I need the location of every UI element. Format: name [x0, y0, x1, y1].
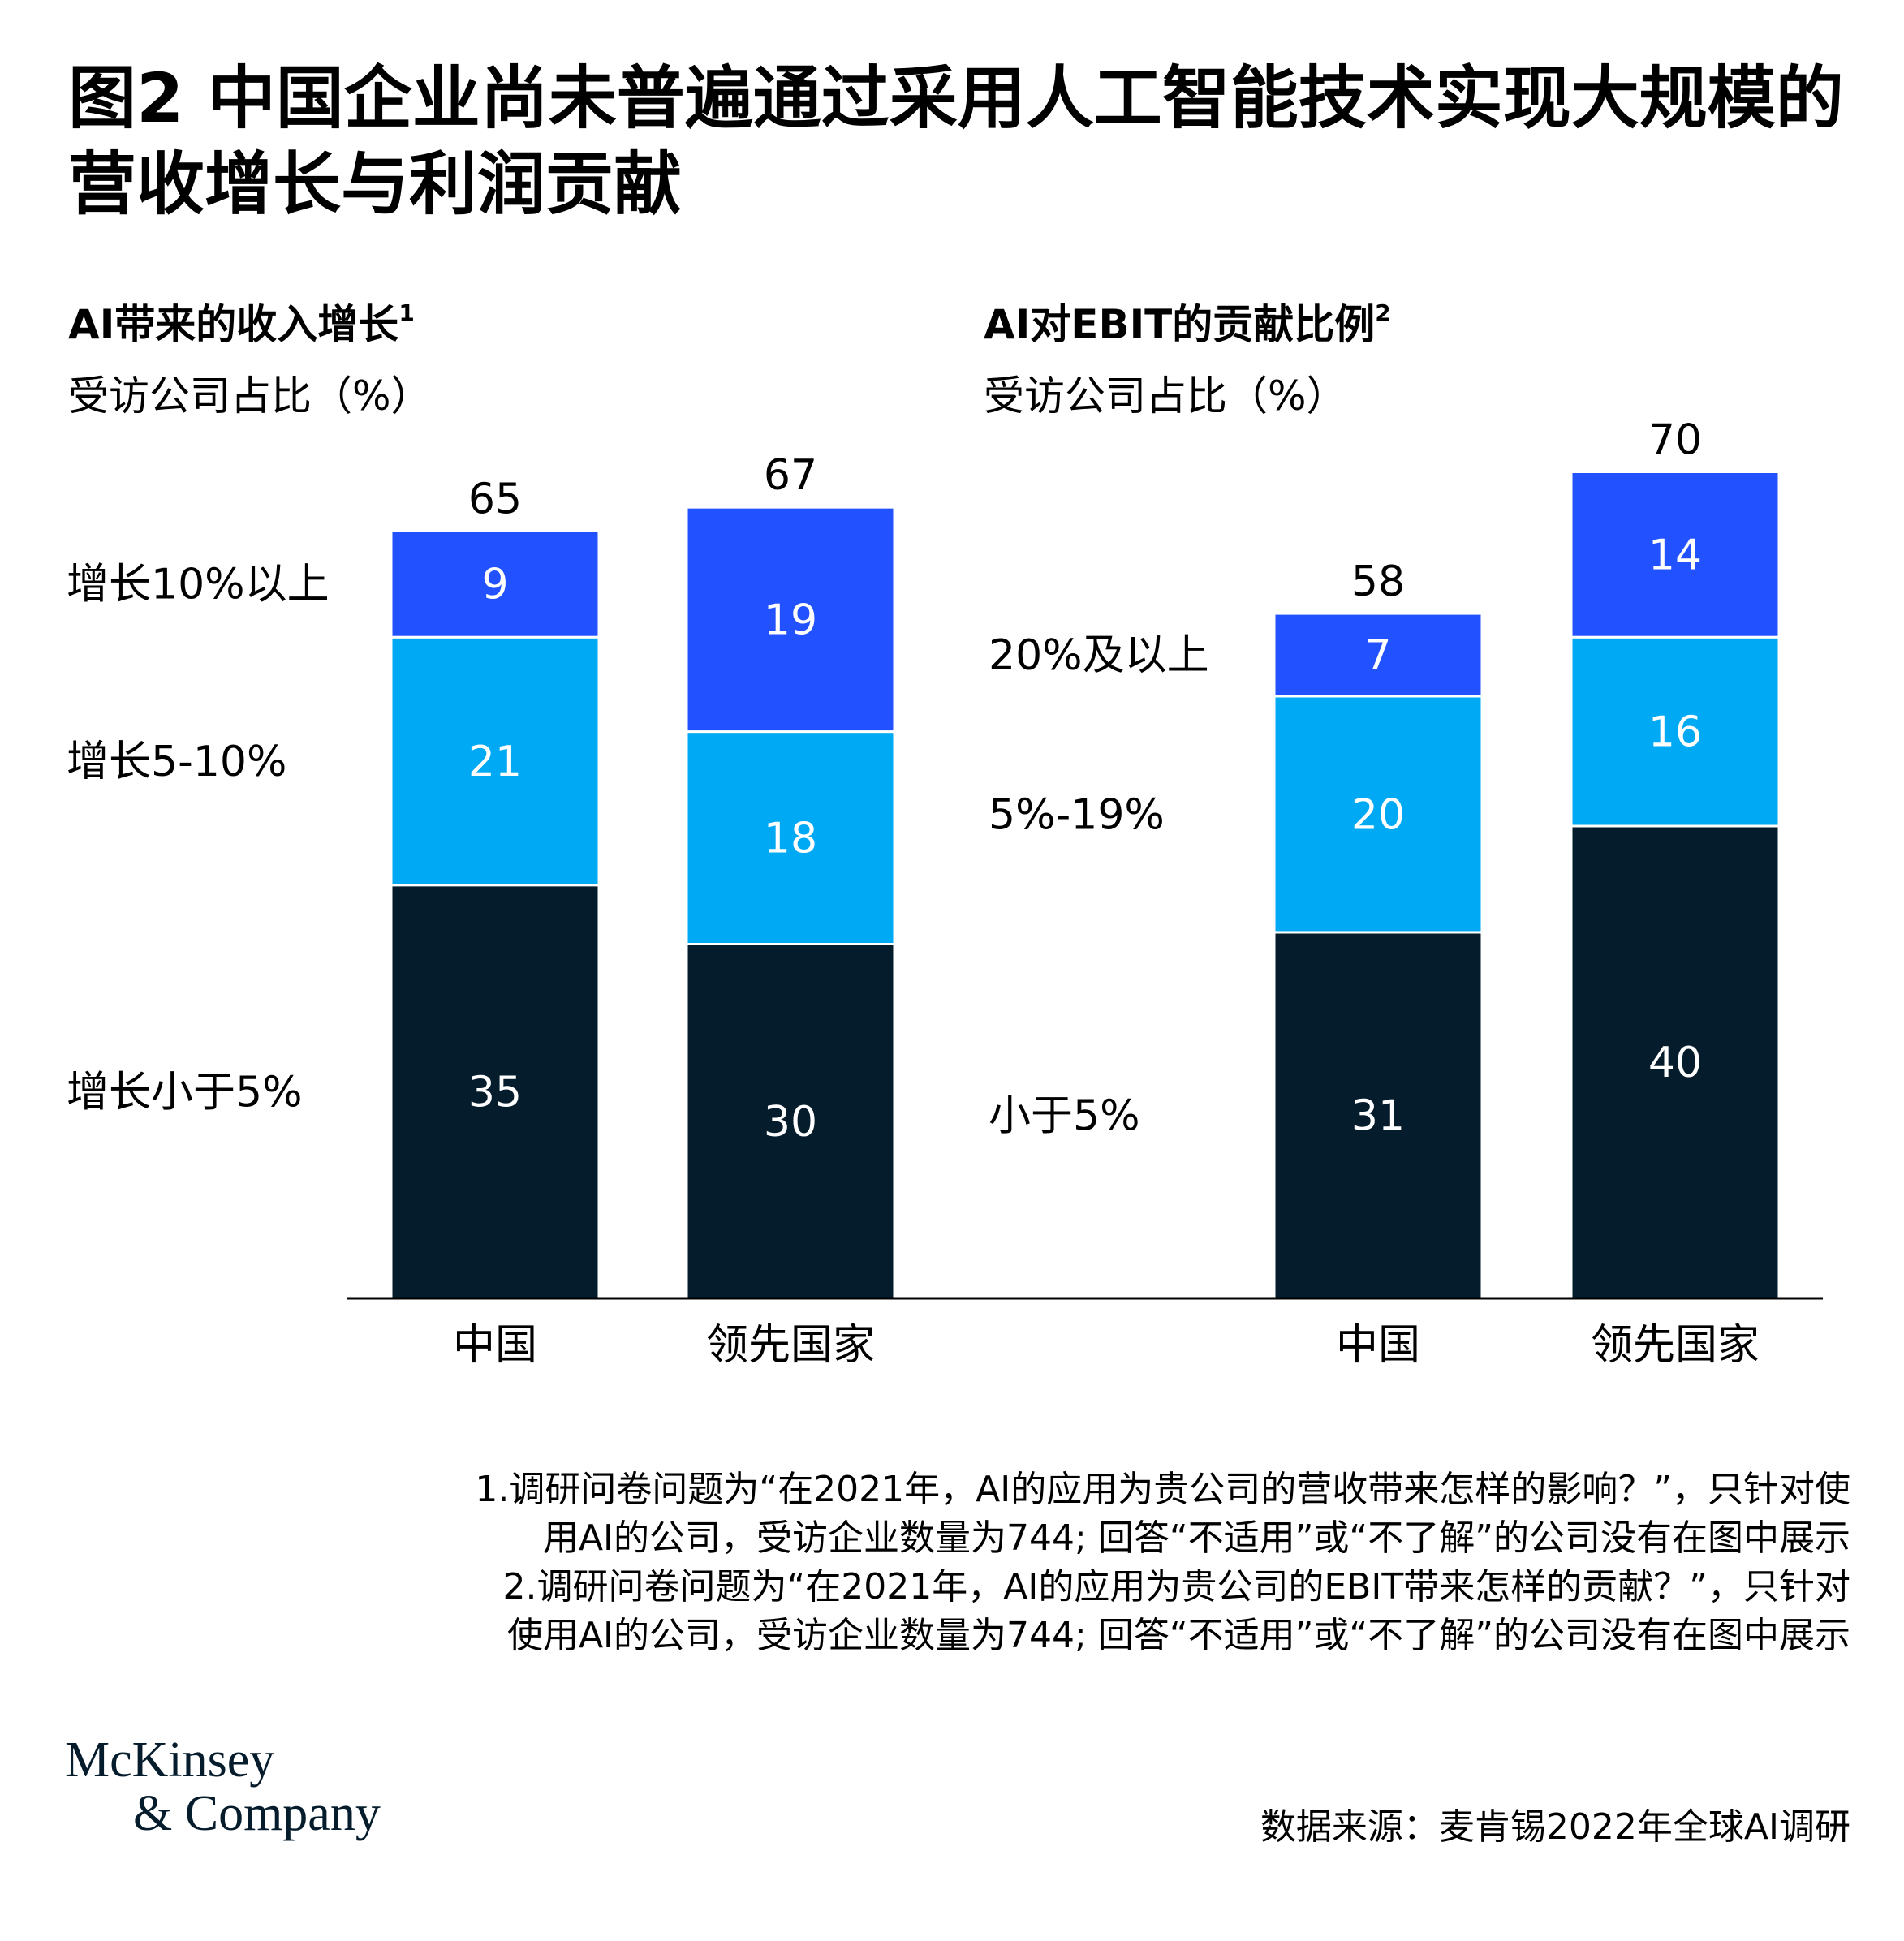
page-title: 图2 中国企业尚未普遍通过采用人工智能技术实现大规模的营收增长与利润贡献	[68, 58, 1844, 224]
revenue-bar-0-segment-0	[390, 884, 601, 1300]
revenue-value-label-1-0: 30	[764, 1098, 817, 1147]
ebit-category-label-1: 领先国家	[1591, 1321, 1760, 1370]
ebit-series-label-1: 5%-19%	[989, 790, 1165, 839]
ebit-bar-0-segment-1	[1273, 695, 1484, 934]
ebit-value-label-1-1: 16	[1648, 708, 1702, 757]
revenue-category-label-0: 中国	[453, 1321, 537, 1370]
revenue-bar-1-segment-2	[685, 506, 896, 734]
revenue-series-label-0: 增长小于5%	[67, 1068, 303, 1117]
ebit-value-label-0-2: 7	[1364, 631, 1391, 680]
revenue-chart-title: AI带来的收入增长1	[68, 299, 415, 348]
ebit-chart-subtitle: 受访公司占比（%）	[984, 372, 1347, 420]
revenue-value-label-0-2: 9	[481, 561, 508, 609]
revenue-series-label-1: 增长5-10%	[67, 738, 286, 786]
revenue-category-label-1: 领先国家	[706, 1321, 875, 1370]
ebit-bar-1-segment-2	[1570, 471, 1781, 639]
ebit-value-label-0-1: 20	[1351, 790, 1405, 839]
revenue-total-label-0: 65	[468, 475, 522, 523]
ebit-bar-0-segment-0	[1273, 931, 1484, 1300]
ebit-bar-0-segment-2	[1273, 612, 1484, 698]
mckinsey-logo: McKinsey & Company	[65, 1732, 381, 1841]
ebit-series-label-0: 小于5%	[989, 1091, 1140, 1140]
revenue-series-label-2: 增长10%以上	[67, 561, 330, 609]
ebit-bar-1-segment-1	[1570, 635, 1781, 828]
revenue-chart-subtitle: 受访公司占比（%）	[68, 372, 432, 420]
ebit-category-label-0: 中国	[1336, 1321, 1420, 1370]
ebit-footnote-marker: 2	[1375, 299, 1391, 326]
revenue-total-label-1: 67	[764, 451, 817, 500]
ebit-bar-1-segment-0	[1570, 824, 1781, 1300]
revenue-bar-1-segment-1	[685, 730, 896, 945]
ebit-value-label-1-0: 40	[1648, 1039, 1702, 1087]
revenue-footnote-marker: 1	[398, 299, 415, 326]
stacked-bar-charts: 35 21 9 65 中国 30 18 19 67 领先国家 增长小于5% 增长5-10% 增长10%以…	[67, 416, 1823, 1370]
footnote-2: 2.调研问卷问题为“在2021年，AI的应用为贵公司的EBIT带来怎样的贡献？”…	[502, 1566, 1850, 1656]
footnotes: 1.调研问卷问题为“在2021年，AI的应用为贵公司的营收带来怎样的影响？”，只…	[471, 1465, 1850, 1660]
revenue-value-label-1-1: 18	[764, 815, 817, 863]
revenue-value-label-0-1: 21	[468, 738, 522, 786]
ebit-total-label-1: 70	[1648, 416, 1702, 465]
ebit-series-label-2: 20%及以上	[989, 631, 1209, 680]
footnote-1: 1.调研问卷问题为“在2021年，AI的应用为贵公司的营收带来怎样的影响？”，只…	[475, 1469, 1850, 1559]
revenue-value-label-0-0: 35	[468, 1068, 522, 1117]
ebit-value-label-0-0: 31	[1351, 1091, 1405, 1140]
ebit-total-label-0: 58	[1351, 557, 1405, 606]
ebit-chart-title: AI对EBIT的贡献比例2	[984, 299, 1391, 348]
revenue-bar-0-segment-1	[390, 635, 601, 887]
data-source: 数据来源：麦肯锡2022年全球AI调研	[1260, 1806, 1850, 1848]
revenue-value-label-1-2: 19	[764, 596, 817, 644]
revenue-bar-1-segment-0	[685, 943, 896, 1300]
revenue-bar-0-segment-2	[390, 529, 601, 639]
ebit-value-label-1-2: 14	[1648, 531, 1702, 579]
